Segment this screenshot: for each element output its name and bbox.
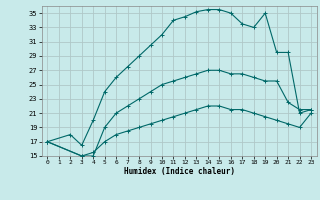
X-axis label: Humidex (Indice chaleur): Humidex (Indice chaleur) <box>124 167 235 176</box>
